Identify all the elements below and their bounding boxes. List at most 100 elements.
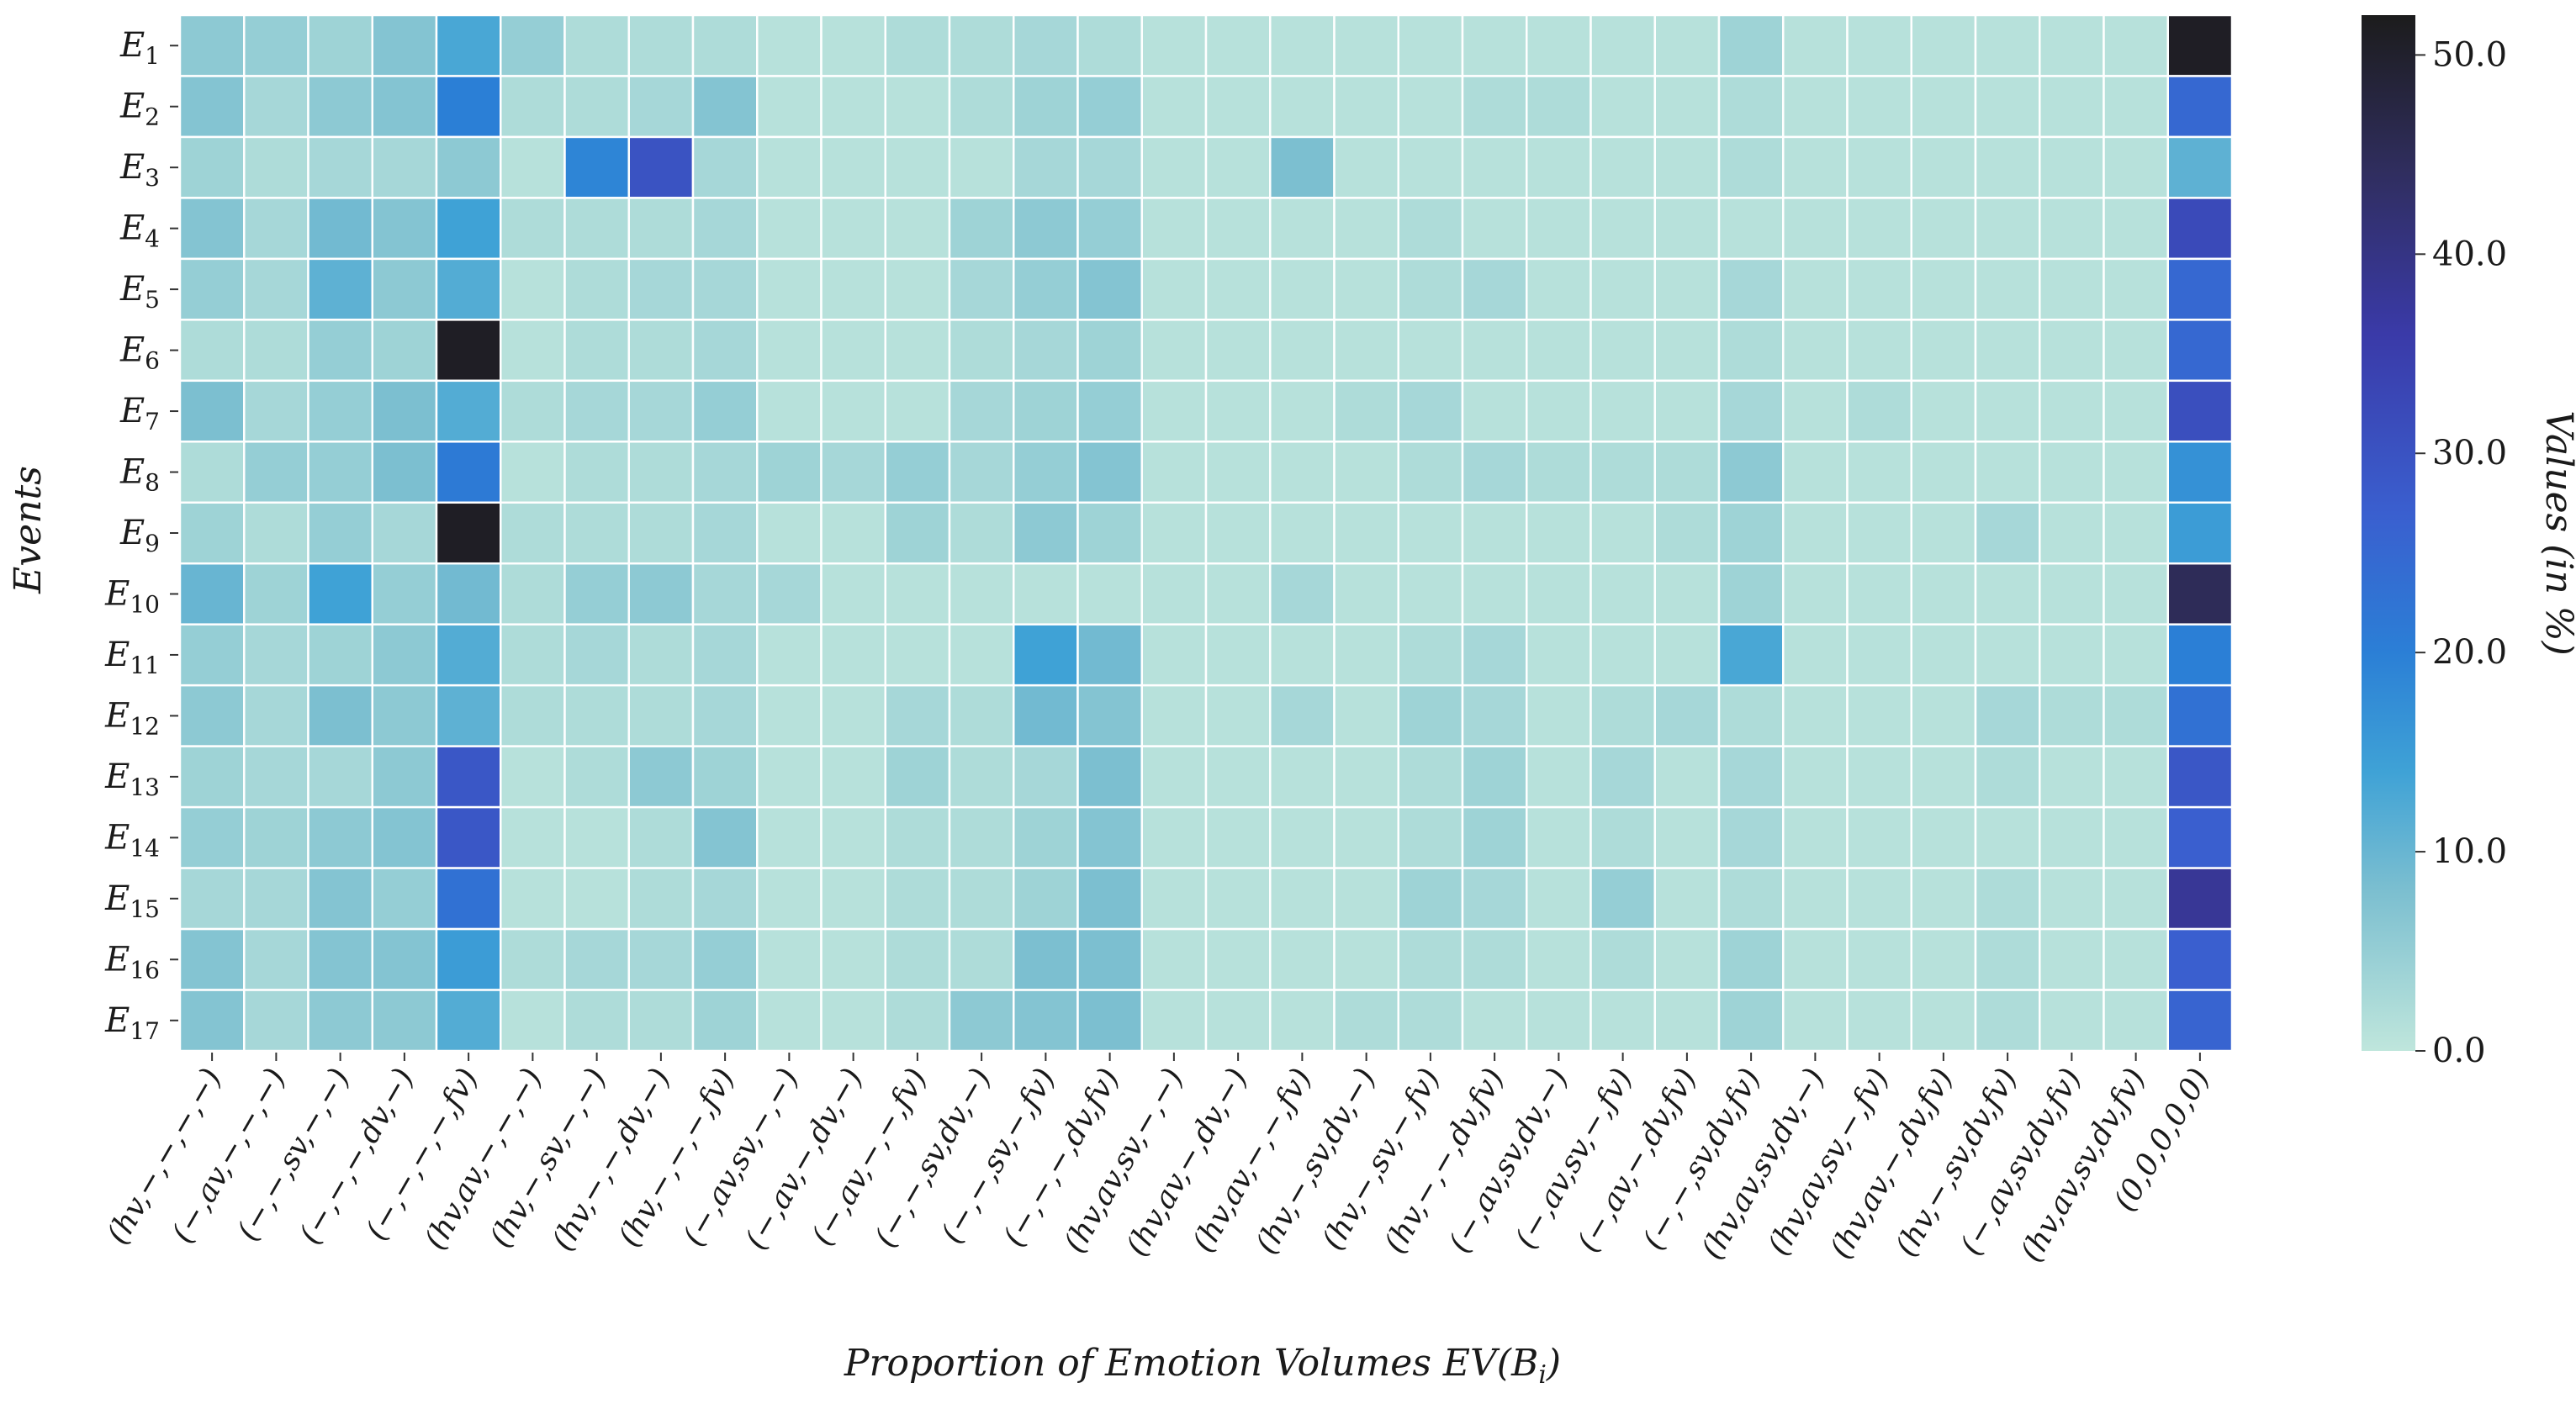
heatmap-cell [1013,319,1079,383]
heatmap-cell [1397,441,1464,504]
heatmap-cell [884,379,951,443]
heatmap-cell [307,927,373,991]
heatmap-cell [884,319,951,383]
row-label: E6 [119,331,160,375]
heatmap-cell [1333,319,1399,383]
heatmap-cell [1013,501,1079,565]
heatmap-cell [307,501,373,565]
heatmap-cell [243,623,309,687]
heatmap-cell [178,562,246,625]
heatmap-cell [2166,927,2234,991]
heatmap-cell [1013,684,1079,747]
heatmap-cell [1653,805,1721,869]
heatmap-cell [1974,867,2041,931]
heatmap-cell [371,867,438,931]
heatmap-cell [820,135,886,199]
heatmap-cell [1397,989,1464,1053]
heatmap-cell [563,501,630,565]
heatmap-cell [627,75,695,139]
heatmap-cell [1140,501,1208,565]
heatmap-cell [307,319,373,383]
heatmap-cell [1782,623,1849,687]
heatmap-cell [627,989,695,1053]
heatmap-cell [1204,867,1272,931]
heatmap-cell [1397,562,1464,625]
heatmap-cell [1526,867,1592,931]
heatmap-cell [1782,135,1849,199]
heatmap-cell [1846,684,1912,747]
heatmap-cell [1653,75,1721,139]
heatmap-cell [500,989,566,1053]
heatmap-cell [1526,927,1592,991]
row-label: E17 [104,1001,160,1045]
heatmap-cell [1974,379,2041,443]
heatmap-cell [435,441,502,504]
heatmap-cell [1782,867,1849,931]
row-label: E12 [104,696,160,740]
heatmap-cell [500,501,566,565]
heatmap-cell [884,684,951,747]
heatmap-cell [307,379,373,443]
row-labels: E1 E2 E3 E4 E5 E6 E7 E8 E9 E10 E11 E12 E13 E14 E15 E16 E… [104,26,178,1045]
heatmap-cell [1910,623,1977,687]
heatmap-cell [1013,745,1079,809]
heatmap-cell [756,745,823,809]
heatmap-cell [884,989,951,1053]
heatmap-cell [1140,379,1208,443]
heatmap-cell [1717,13,1785,77]
heatmap-cell [307,135,373,199]
heatmap-cell [1910,562,1977,625]
heatmap-cell [563,319,630,383]
heatmap-cell [820,623,886,687]
heatmap-cell [1204,379,1272,443]
heatmap-cell [563,379,630,443]
heatmap-cell [1782,745,1849,809]
colorbar-label: Values (in %) [2537,410,2576,656]
heatmap-cell [691,135,759,199]
heatmap-cell [1974,257,2041,321]
heatmap-cell [2103,684,2169,747]
heatmap-cell [1269,805,1336,869]
heatmap-cell [1076,257,1143,321]
heatmap-cell [2103,867,2169,931]
heatmap-cell [948,745,1015,809]
heatmap-cell [1204,135,1272,199]
colorbar-tick-label: 40.0 [2432,235,2507,273]
heatmap-cell [1204,745,1272,809]
heatmap-cell [243,867,309,931]
heatmap-cell [1461,197,1528,261]
heatmap-cell [2103,257,2169,321]
heatmap-cell [1974,927,2041,991]
heatmap-cell [1204,319,1272,383]
heatmap-cell [1013,927,1079,991]
heatmap-cell [1140,441,1208,504]
heatmap-cell [500,319,566,383]
heatmap-cell [1269,135,1336,199]
heatmap-cell [1782,257,1849,321]
heatmap-cell [307,13,373,77]
heatmap-cell [178,501,246,565]
row-label: E10 [104,574,160,618]
heatmap-cell [1653,197,1721,261]
heatmap-cell [500,441,566,504]
heatmap-cell [500,684,566,747]
heatmap-cell [1782,319,1849,383]
heatmap-cell [627,197,695,261]
heatmap-cell [243,197,309,261]
heatmap-cell [948,684,1015,747]
heatmap-cell [1910,319,1977,383]
heatmap-cell [1653,379,1721,443]
heatmap-cell [500,927,566,991]
heatmap-cell [1333,379,1399,443]
heatmap-cell [820,927,886,991]
heatmap-cell [1397,623,1464,687]
heatmap-cell [1590,13,1656,77]
heatmap-cell [2166,501,2234,565]
row-label: E11 [104,636,160,679]
heatmap-cell [1846,501,1912,565]
heatmap-cell [1846,927,1912,991]
heatmap-cell [1910,135,1977,199]
heatmap-cell [307,745,373,809]
heatmap-cell [307,257,373,321]
heatmap-cell [1717,684,1785,747]
